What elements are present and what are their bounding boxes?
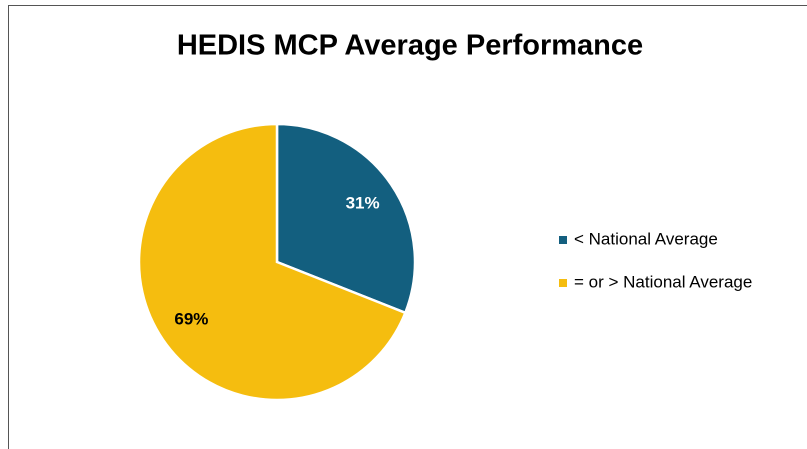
pie-slice: [275, 122, 417, 315]
chart-title: HEDIS MCP Average Performance: [177, 30, 643, 62]
legend-swatch: [559, 279, 567, 287]
data-label: 31%: [346, 193, 380, 212]
pie-slice: [137, 122, 407, 402]
legend-label: = or > National Average: [574, 272, 752, 291]
legend-label: < National Average: [574, 229, 718, 248]
data-label: 69%: [174, 310, 208, 329]
legend-swatch: [559, 236, 567, 244]
